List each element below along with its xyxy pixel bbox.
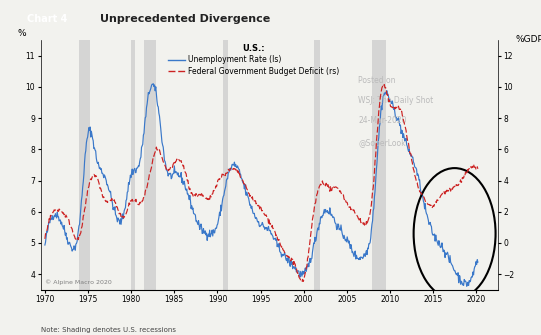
Text: Posted on: Posted on — [358, 76, 396, 85]
Bar — [222, 40, 228, 290]
Text: 24-Mar-2020: 24-Mar-2020 — [358, 116, 407, 125]
Bar — [372, 40, 386, 290]
Text: Unprecedented Divergence: Unprecedented Divergence — [100, 14, 270, 24]
Text: Note: Shading denotes U.S. recessions: Note: Shading denotes U.S. recessions — [41, 327, 176, 333]
Bar — [78, 40, 90, 290]
Y-axis label: %GDP: %GDP — [516, 35, 541, 44]
Text: Chart 4: Chart 4 — [27, 14, 68, 24]
Y-axis label: %: % — [18, 29, 27, 38]
Text: @SoberLook: @SoberLook — [358, 138, 406, 147]
Text: © Alpine Macro 2020: © Alpine Macro 2020 — [45, 279, 112, 285]
Text: WSJ: The Daily Shot: WSJ: The Daily Shot — [358, 96, 433, 105]
Legend: Unemployment Rate (ls), Federal Government Budget Deficit (rs): Unemployment Rate (ls), Federal Governme… — [168, 44, 340, 76]
Bar — [144, 40, 156, 290]
Bar — [314, 40, 320, 290]
Bar — [131, 40, 135, 290]
